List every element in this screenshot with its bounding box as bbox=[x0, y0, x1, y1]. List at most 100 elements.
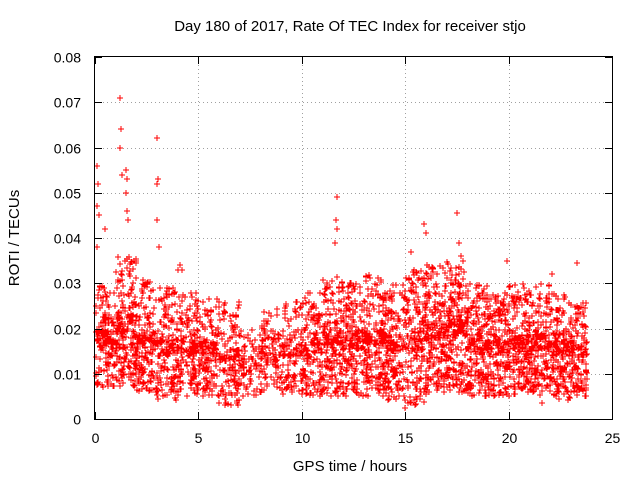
data-point bbox=[443, 342, 449, 348]
data-point bbox=[577, 311, 583, 317]
y-tick-label: 0.05 bbox=[54, 186, 81, 202]
data-point bbox=[303, 386, 309, 392]
data-point bbox=[474, 298, 480, 304]
data-point bbox=[151, 340, 157, 346]
data-point bbox=[371, 326, 377, 332]
data-point bbox=[96, 287, 102, 293]
data-point bbox=[438, 356, 444, 362]
data-point bbox=[305, 351, 311, 357]
data-point bbox=[537, 336, 543, 342]
data-point bbox=[448, 290, 454, 296]
data-point bbox=[477, 295, 483, 301]
data-point bbox=[522, 384, 528, 390]
data-point bbox=[495, 337, 501, 343]
data-point bbox=[134, 355, 140, 361]
data-point bbox=[349, 301, 355, 307]
data-point bbox=[170, 350, 176, 356]
data-point bbox=[502, 339, 508, 345]
data-point bbox=[516, 380, 522, 386]
data-point bbox=[471, 346, 477, 352]
data-point bbox=[332, 240, 338, 246]
data-point bbox=[124, 208, 130, 214]
data-point bbox=[443, 357, 449, 363]
data-point bbox=[145, 349, 151, 355]
data-point bbox=[155, 343, 161, 349]
data-point bbox=[448, 297, 454, 303]
data-point bbox=[465, 295, 471, 301]
data-point bbox=[353, 342, 359, 348]
data-point bbox=[333, 320, 339, 326]
data-point bbox=[97, 284, 103, 290]
data-point bbox=[239, 348, 245, 354]
data-point bbox=[170, 332, 176, 338]
data-point bbox=[415, 294, 421, 300]
data-point bbox=[490, 387, 496, 393]
data-point bbox=[570, 325, 576, 331]
data-point bbox=[187, 306, 193, 312]
data-point bbox=[174, 309, 180, 315]
data-point bbox=[538, 313, 544, 319]
data-point bbox=[189, 344, 195, 350]
data-point bbox=[334, 333, 340, 339]
data-point bbox=[564, 360, 570, 366]
data-point bbox=[400, 336, 406, 342]
data-point bbox=[432, 299, 438, 305]
data-point bbox=[406, 350, 412, 356]
data-point bbox=[573, 364, 579, 370]
data-point bbox=[373, 364, 379, 370]
data-point bbox=[450, 366, 456, 372]
data-point bbox=[107, 336, 113, 342]
data-point bbox=[507, 346, 513, 352]
data-point bbox=[454, 352, 460, 358]
data-point bbox=[194, 327, 200, 333]
data-point bbox=[554, 328, 560, 334]
data-point bbox=[102, 289, 108, 295]
data-point bbox=[142, 283, 148, 289]
data-point bbox=[376, 350, 382, 356]
data-point bbox=[584, 370, 590, 376]
data-point bbox=[378, 336, 384, 342]
data-point bbox=[539, 371, 545, 377]
data-point bbox=[103, 338, 109, 344]
data-point bbox=[279, 387, 285, 393]
data-point bbox=[438, 313, 444, 319]
data-point bbox=[423, 304, 429, 310]
data-point bbox=[152, 346, 158, 352]
data-point bbox=[213, 383, 219, 389]
data-point bbox=[507, 374, 513, 380]
data-point bbox=[424, 300, 430, 306]
data-point bbox=[574, 383, 580, 389]
data-point bbox=[403, 296, 409, 302]
data-point bbox=[136, 380, 142, 386]
data-point bbox=[448, 265, 454, 271]
data-point bbox=[299, 312, 305, 318]
data-point bbox=[351, 286, 357, 292]
data-point bbox=[397, 370, 403, 376]
data-point bbox=[200, 299, 206, 305]
data-point bbox=[343, 313, 349, 319]
data-point bbox=[114, 359, 120, 365]
data-point bbox=[405, 364, 411, 370]
x-tick-label: 15 bbox=[398, 430, 414, 446]
data-point bbox=[505, 309, 511, 315]
data-point bbox=[364, 312, 370, 318]
data-point bbox=[131, 329, 137, 335]
data-point bbox=[123, 350, 129, 356]
data-point bbox=[501, 347, 507, 353]
data-point bbox=[156, 244, 162, 250]
data-point bbox=[413, 269, 419, 275]
data-point bbox=[119, 375, 125, 381]
data-point bbox=[549, 291, 555, 297]
data-point bbox=[545, 312, 551, 318]
data-point bbox=[529, 303, 535, 309]
data-point bbox=[228, 402, 234, 408]
data-point bbox=[104, 379, 110, 385]
data-point bbox=[249, 327, 255, 333]
data-point bbox=[489, 318, 495, 324]
data-point bbox=[282, 340, 288, 346]
data-point bbox=[117, 95, 123, 101]
data-point bbox=[539, 400, 545, 406]
data-point bbox=[491, 393, 497, 399]
data-point bbox=[502, 290, 508, 296]
data-point bbox=[177, 386, 183, 392]
